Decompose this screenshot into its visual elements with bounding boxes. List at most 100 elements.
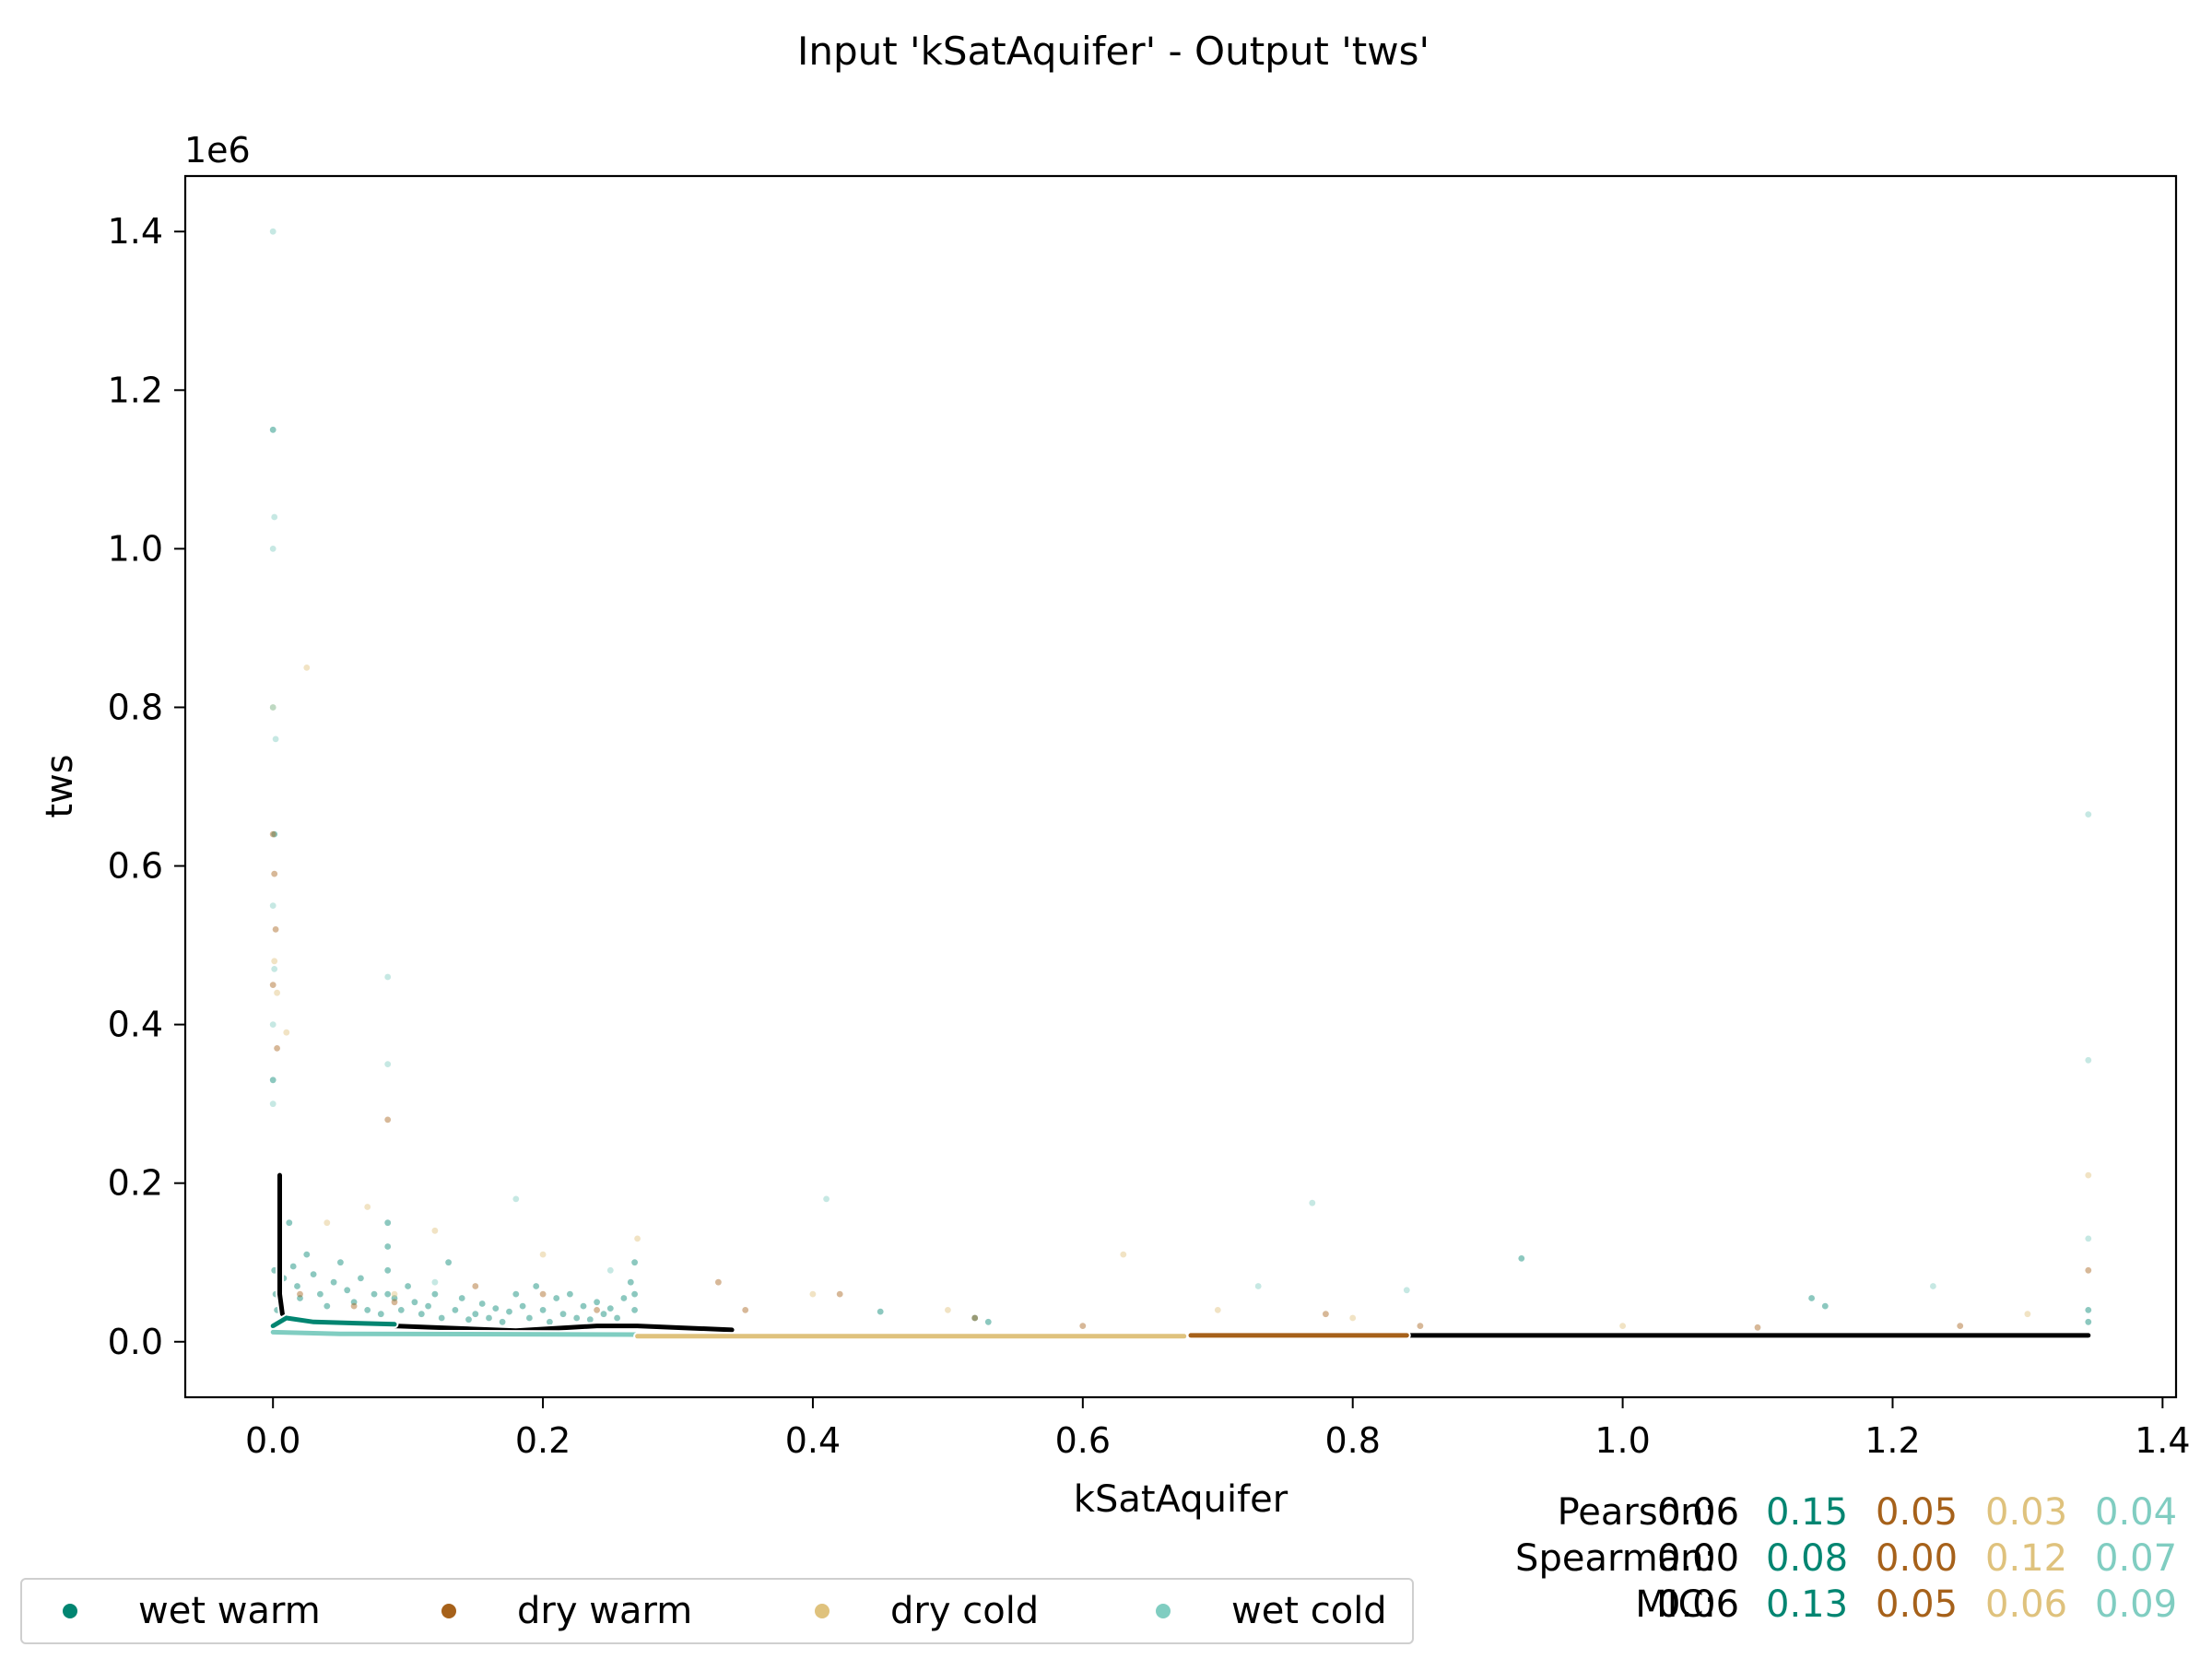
x-tick-label: 0.4 bbox=[785, 1420, 841, 1461]
data-point bbox=[384, 1219, 392, 1227]
data-point bbox=[1619, 1323, 1626, 1329]
data-point bbox=[512, 1290, 520, 1298]
stat-value: 0.09 bbox=[2095, 1583, 2178, 1626]
data-point bbox=[877, 1308, 884, 1315]
data-point bbox=[269, 1021, 276, 1028]
x-axis: 0.0 0.2 0.4 0.6 0.8 1.0 1.2 1.4 bbox=[245, 1397, 2191, 1461]
data-point bbox=[2085, 1307, 2092, 1313]
data-point bbox=[344, 1287, 351, 1294]
y-tick-label: 1.2 bbox=[108, 370, 163, 410]
stat-value: 0.08 bbox=[1766, 1537, 1849, 1580]
chart-title: Input 'kSatAquifer' - Output 'tws' bbox=[797, 29, 1430, 74]
y-tick-label: 0.6 bbox=[108, 846, 163, 887]
data-point bbox=[384, 1266, 392, 1274]
data-point bbox=[274, 989, 280, 996]
data-point bbox=[945, 1307, 951, 1313]
data-point bbox=[478, 1300, 486, 1307]
data-point bbox=[317, 1290, 324, 1298]
data-point bbox=[823, 1195, 830, 1203]
legend-marker-icon bbox=[815, 1604, 830, 1618]
data-point bbox=[269, 704, 276, 711]
data-point bbox=[567, 1290, 573, 1298]
legend-marker-icon bbox=[1156, 1604, 1171, 1618]
y-axis-label: tws bbox=[39, 754, 81, 818]
data-point bbox=[519, 1302, 526, 1310]
y-offset-label: 1e6 bbox=[184, 130, 251, 171]
x-tick-label: 1.4 bbox=[2135, 1420, 2190, 1461]
data-point bbox=[286, 1219, 293, 1227]
stat-value: 0.05 bbox=[1876, 1491, 1959, 1534]
stat-value: 0.06 bbox=[1985, 1583, 2068, 1626]
data-point bbox=[606, 1266, 614, 1274]
data-point bbox=[2085, 1171, 2092, 1179]
data-point bbox=[269, 426, 276, 433]
data-point bbox=[512, 1195, 520, 1203]
legend-marker-icon bbox=[63, 1604, 77, 1618]
data-point bbox=[271, 958, 278, 965]
data-point bbox=[269, 1100, 276, 1108]
data-point bbox=[2085, 1318, 2092, 1325]
data-point bbox=[1120, 1251, 1127, 1258]
data-point bbox=[547, 1318, 553, 1325]
stat-value: 0.15 bbox=[1766, 1491, 1849, 1534]
data-point bbox=[1309, 1199, 1316, 1206]
stat-row-pearson: Pearson: 0.06 0.15 0.05 0.03 0.04 bbox=[1382, 1491, 2194, 1537]
y-tick-label: 0.2 bbox=[108, 1163, 163, 1204]
data-point bbox=[297, 1290, 303, 1298]
data-point bbox=[984, 1318, 992, 1325]
data-point bbox=[294, 1283, 300, 1289]
stat-row-spearman: Spearman: 0.00 0.08 0.00 0.12 0.07 bbox=[1382, 1537, 2194, 1583]
x-tick-label: 0.2 bbox=[515, 1420, 571, 1461]
data-point bbox=[1323, 1311, 1329, 1318]
data-point bbox=[573, 1314, 581, 1322]
stat-value: 0.07 bbox=[2095, 1537, 2178, 1580]
data-point bbox=[283, 1029, 290, 1036]
data-point bbox=[594, 1299, 600, 1306]
data-point bbox=[310, 1271, 317, 1277]
data-point bbox=[271, 830, 278, 838]
data-point bbox=[971, 1314, 979, 1322]
correlation-stats: Pearson: 0.06 0.15 0.05 0.03 0.04 Spearman: 0.0… bbox=[1382, 1491, 2194, 1630]
data-point bbox=[465, 1316, 472, 1324]
data-point bbox=[2085, 1056, 2092, 1064]
data-point bbox=[539, 1290, 547, 1298]
legend-marker-icon bbox=[441, 1604, 456, 1618]
data-point bbox=[715, 1278, 722, 1286]
data-point bbox=[1254, 1283, 1262, 1289]
stat-label: Pearson: bbox=[1557, 1491, 1716, 1534]
legend: wet warm dry warm dry cold wet cold bbox=[20, 1578, 1414, 1644]
data-point bbox=[330, 1278, 337, 1286]
x-tick-label: 0.6 bbox=[1055, 1420, 1111, 1461]
data-point bbox=[350, 1299, 358, 1306]
legend-label: dry cold bbox=[890, 1590, 1040, 1632]
trend-line bbox=[270, 1315, 397, 1329]
plot-frame bbox=[183, 174, 2178, 1399]
data-point bbox=[533, 1283, 540, 1289]
data-point bbox=[600, 1311, 607, 1318]
data-point bbox=[1417, 1323, 1424, 1329]
data-point bbox=[431, 1278, 439, 1286]
data-point bbox=[836, 1290, 843, 1298]
data-point bbox=[274, 1045, 280, 1052]
data-point bbox=[472, 1311, 479, 1318]
stat-value: 0.04 bbox=[2095, 1491, 2178, 1534]
data-point bbox=[269, 982, 276, 988]
y-tick-label: 0.8 bbox=[108, 687, 163, 727]
data-point bbox=[486, 1314, 492, 1322]
y-tick-label: 1.0 bbox=[108, 528, 163, 569]
data-point bbox=[271, 513, 278, 521]
data-point bbox=[337, 1259, 344, 1266]
legend-item-wet-warm: wet warm bbox=[63, 1580, 321, 1642]
data-point bbox=[397, 1307, 405, 1313]
data-point bbox=[431, 1290, 439, 1298]
data-point bbox=[742, 1307, 749, 1313]
data-point bbox=[1403, 1287, 1410, 1294]
stat-value: 0.13 bbox=[1766, 1583, 1849, 1626]
stat-row-mic: MIC: 0.06 0.13 0.05 0.06 0.09 bbox=[1382, 1583, 2194, 1630]
trend-line bbox=[270, 1329, 641, 1337]
series-dry-warm bbox=[269, 830, 2092, 1331]
x-tick-label: 0.8 bbox=[1324, 1420, 1380, 1461]
data-point bbox=[2085, 811, 2092, 818]
data-point bbox=[269, 1077, 276, 1084]
stat-label: Spearman: bbox=[1515, 1537, 1716, 1580]
